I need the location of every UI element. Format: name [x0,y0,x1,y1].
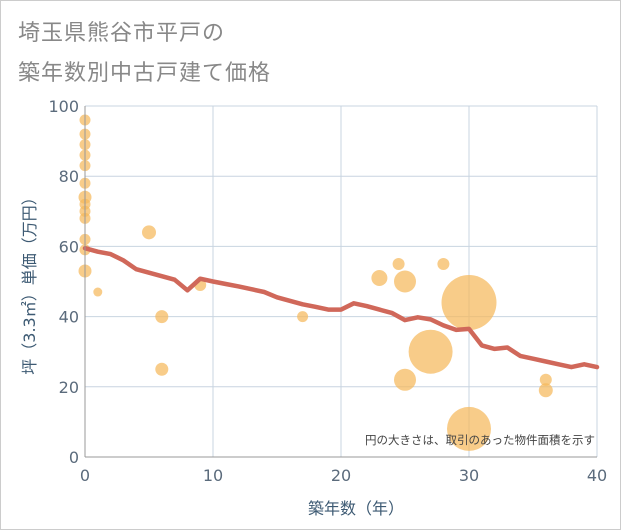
bubble-point [394,368,416,391]
y-axis-title: 坪（3.3㎡）単価（万円） [20,189,39,374]
bubble-size-note: 円の大きさは、取引のあった物件面積を示す [365,433,595,447]
bubble-series [78,114,553,451]
average-line-series [82,245,600,370]
bubble-point [93,287,103,297]
x-tick-label: 20 [331,466,351,485]
bubble-point [155,310,169,324]
y-tick-label: 60 [59,237,79,256]
x-axis-title: 築年数（年） [308,499,404,518]
bubble-point [297,311,309,323]
y-tick-label: 0 [69,448,79,467]
bubble-point [392,257,405,270]
bubble-point [408,329,453,374]
y-tick-label: 20 [59,378,79,397]
y-tick-label: 100 [48,97,79,116]
y-tick-label: 80 [59,167,79,186]
bubble-point [538,383,553,398]
bubble-point [539,373,552,386]
x-tick-label: 30 [459,466,479,485]
chart-title-line-1: 埼玉県熊谷市平戸の [18,21,226,46]
bubble-point [155,362,169,376]
x-tick-label: 10 [203,466,223,485]
bubble-point [437,257,450,270]
bubble-point [447,406,491,451]
y-tick-label: 40 [59,308,79,327]
bubble-point [371,269,388,286]
tick-labels: 0 10 20 30 40 0 20 40 60 80 100 [48,97,607,485]
x-tick-label: 40 [587,466,607,485]
grid-lines [85,105,598,457]
chart-title-line-2: 築年数別中古戸建て価格 [18,61,272,86]
bubble-point [142,225,156,240]
axes [84,106,597,458]
bubble-point [441,275,497,331]
x-tick-label: 0 [80,466,90,485]
bubble-point [394,270,416,293]
average-price-line [82,245,600,370]
